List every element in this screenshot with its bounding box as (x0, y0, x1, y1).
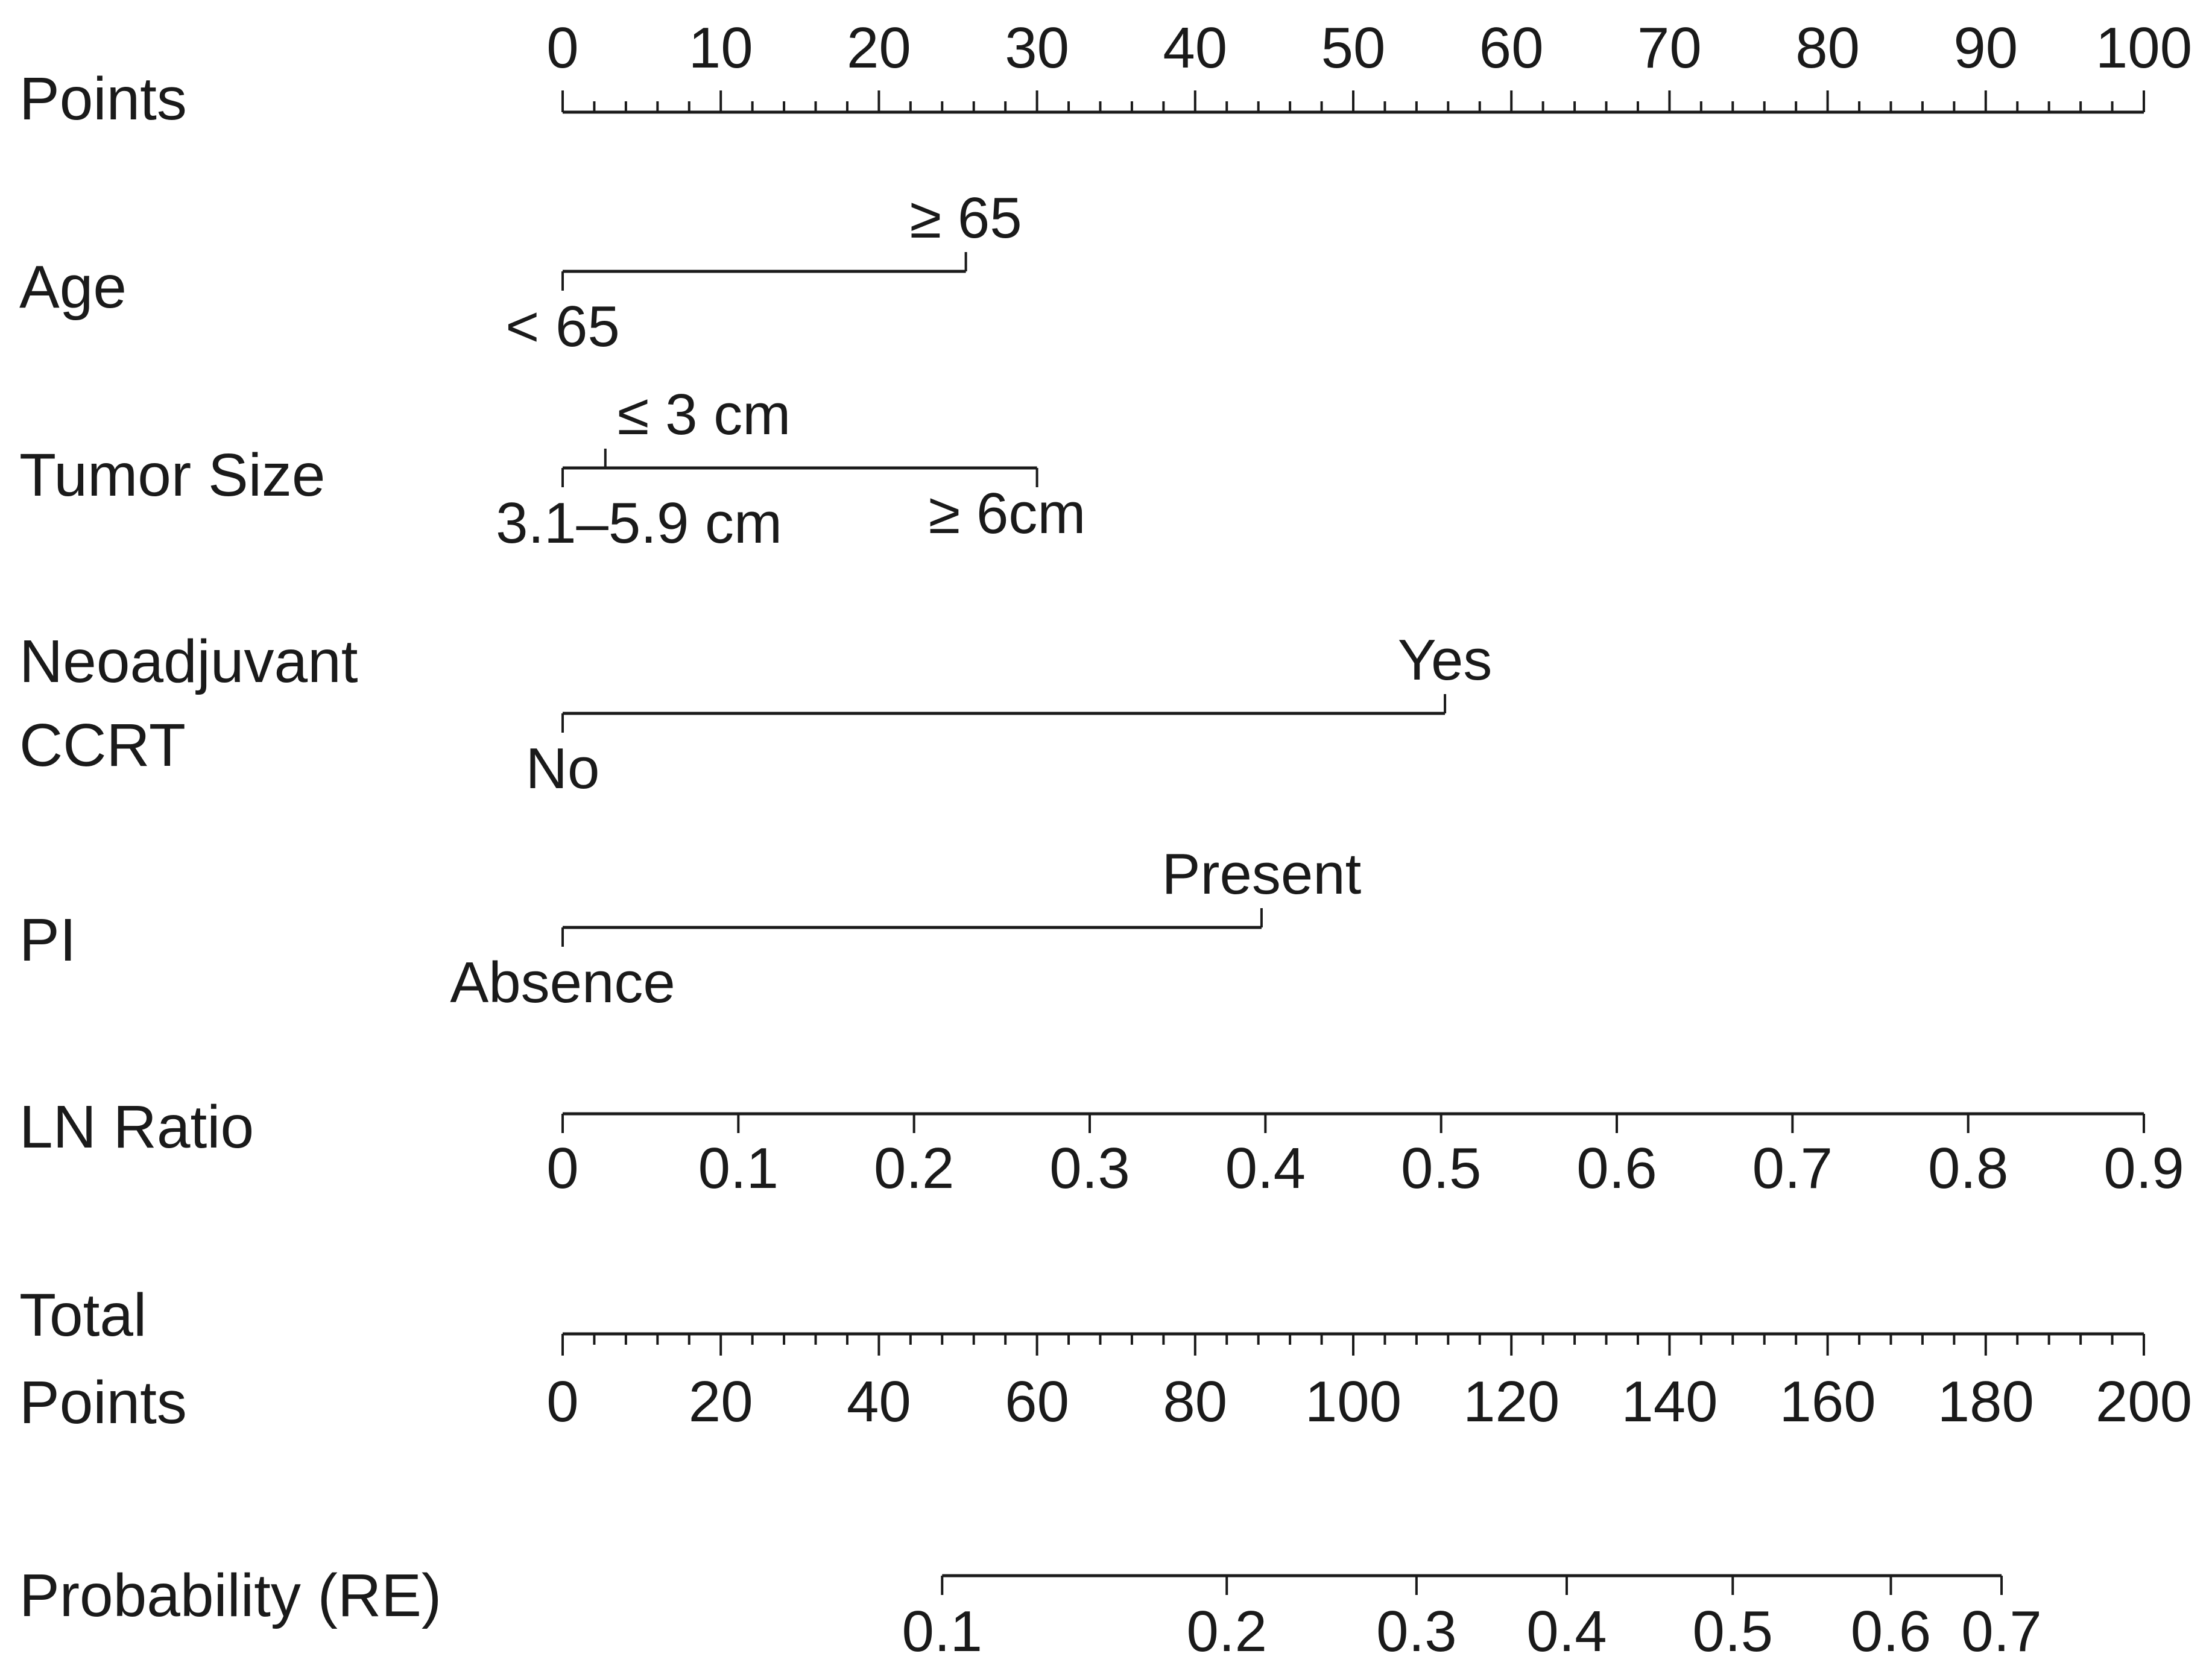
row-label-total_points: Points (19, 1369, 187, 1436)
tick-label: 0.4 (1526, 1599, 1607, 1664)
category-label: Yes (1398, 628, 1493, 692)
tick-label: 0.5 (1693, 1599, 1773, 1664)
tick-label: 0.7 (1961, 1599, 2041, 1664)
category-label: ≤ 3 cm (618, 382, 791, 447)
tick-label: 0.6 (1576, 1136, 1657, 1201)
tick-label: 0.4 (1225, 1136, 1306, 1201)
axis-tumor_size: 3.1–5.9 cm ≤ 3 cm ≥ 6cm (496, 382, 1085, 555)
tick-label: 120 (1463, 1369, 1559, 1434)
row-label-total_points: Total (19, 1281, 147, 1349)
row-label-ln_ratio: LN Ratio (19, 1093, 254, 1161)
category-label: Present (1162, 842, 1362, 906)
tick-label: 0.7 (1752, 1136, 1833, 1201)
tick-label: 30 (1005, 16, 1069, 80)
tick-label: 80 (1163, 1369, 1227, 1434)
tick-label: 0.1 (698, 1136, 779, 1201)
row-label-probability: Probability (RE) (19, 1562, 441, 1629)
tick-label: 0.3 (1049, 1136, 1130, 1201)
tick-label: 90 (1953, 16, 2018, 80)
tick-label: 40 (847, 1369, 911, 1434)
tick-label: 20 (689, 1369, 753, 1434)
row-label-neoadjuvant_ccrt: CCRT (19, 712, 186, 779)
tick-label: 160 (1780, 1369, 1876, 1434)
tick-label: 10 (689, 16, 753, 80)
tick-label: 200 (2096, 1369, 2192, 1434)
category-label: ≥ 65 (910, 186, 1022, 250)
row-label-pi: PI (19, 906, 76, 974)
tick-label: 140 (1621, 1369, 1717, 1434)
tick-label: 60 (1005, 1369, 1069, 1434)
tick-label: 60 (1479, 16, 1544, 80)
category-label: 3.1–5.9 cm (496, 491, 782, 555)
tick-label: 100 (1305, 1369, 1401, 1434)
tick-label: 100 (2096, 16, 2192, 80)
tick-label: 180 (1938, 1369, 2034, 1434)
category-label: No (526, 736, 600, 801)
tick-label: 0 (546, 1369, 578, 1434)
tick-label: 0.9 (2103, 1136, 2184, 1201)
category-label: ≥ 6cm (929, 481, 1086, 546)
tick-label: 0.6 (1851, 1599, 1931, 1664)
axis-neoadjuvant_ccrt: No Yes (526, 628, 1493, 801)
tick-label: 80 (1795, 16, 1860, 80)
tick-label: 40 (1163, 16, 1227, 80)
tick-label: 70 (1637, 16, 1702, 80)
axis-probability: 0.1 0.2 0.3 0.4 0.5 0.6 0.7 (902, 1574, 2042, 1664)
axis-total_points: 0 20 40 60 80 100 120 140 160 180 200 (546, 1332, 2192, 1434)
tick-label: 20 (847, 16, 911, 80)
axis-age: < 65 ≥ 65 (505, 186, 1022, 359)
row-labels: Points Age Tumor Size Neoadjuvant CCRT PI LN R… (19, 65, 441, 1629)
tick-label: 0 (546, 16, 578, 80)
tick-label: 0.3 (1376, 1599, 1456, 1664)
category-label: < 65 (505, 294, 620, 359)
tick-label: 0.2 (874, 1136, 954, 1201)
axis-pi: Absence Present (450, 842, 1361, 1015)
tick-label: 0.8 (1928, 1136, 2008, 1201)
axis-ln_ratio: 0 0.1 0.2 0.3 0.4 0.5 0.6 0.7 0.8 0.9 (546, 1112, 2184, 1201)
row-axes: 0 10 20 30 40 50 60 70 80 90 100 < 65 ≥ 65 3.1–5.9 cm… (450, 16, 2192, 1664)
tick-label: 50 (1321, 16, 1386, 80)
row-label-age: Age (19, 253, 127, 321)
row-label-tumor_size: Tumor Size (19, 441, 326, 509)
category-label: Absence (450, 950, 675, 1015)
tick-label: 0.1 (902, 1599, 982, 1664)
row-label-points: Points (19, 65, 187, 133)
tick-label: 0 (546, 1136, 578, 1201)
tick-label: 0.2 (1187, 1599, 1267, 1664)
tick-label: 0.5 (1401, 1136, 1481, 1201)
row-label-neoadjuvant_ccrt: Neoadjuvant (19, 628, 358, 695)
axis-points: 0 10 20 30 40 50 60 70 80 90 100 (546, 16, 2192, 114)
